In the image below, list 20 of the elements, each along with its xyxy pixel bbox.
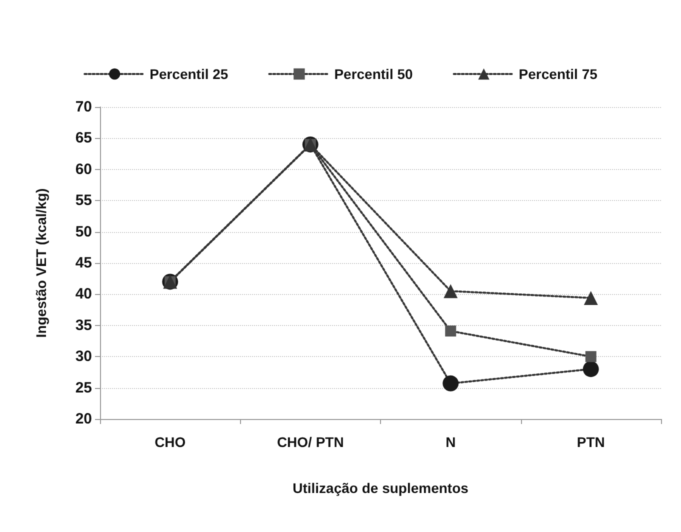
- y-tick-label: 20: [75, 410, 92, 428]
- y-tick-label: 35: [75, 316, 92, 334]
- x-tick-label: N: [446, 434, 456, 450]
- x-tick-label: CHO: [154, 434, 186, 450]
- y-tick-label: 70: [75, 98, 92, 116]
- y-tick-label: 65: [75, 130, 92, 147]
- x-axis-title: Utilização de suplementos: [292, 480, 469, 496]
- x-tick-label: PTN: [576, 434, 605, 450]
- y-tick-label: 55: [75, 192, 92, 210]
- legend-label: Percentil 75: [518, 66, 598, 82]
- y-tick-label: 25: [75, 379, 92, 396]
- legend-label: Percentil 50: [334, 66, 414, 82]
- y-tick-label: 50: [75, 223, 92, 240]
- x-tick-label: CHO/ PTN: [276, 434, 344, 450]
- y-tick-label: 60: [75, 160, 92, 178]
- y-axis-title: Ingestão VET (kcal/kg): [33, 188, 49, 338]
- legend-label: Percentil 25: [150, 66, 228, 82]
- y-tick-label: 40: [75, 286, 92, 303]
- y-tick-label: 45: [75, 254, 92, 272]
- y-tick-label: 30: [75, 348, 92, 366]
